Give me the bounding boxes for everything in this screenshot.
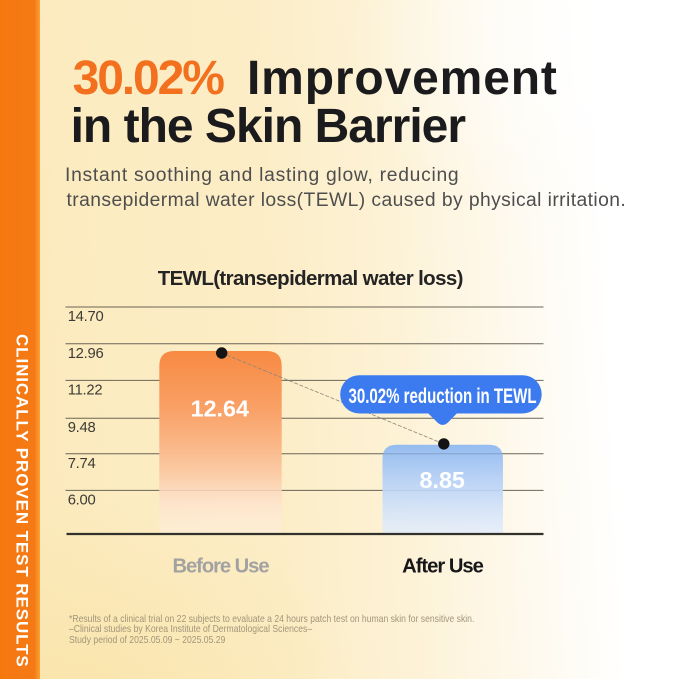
svg-text:12.96: 12.96 xyxy=(68,346,104,362)
svg-text:6.00: 6.00 xyxy=(68,492,96,508)
svg-text:14.70: 14.70 xyxy=(68,309,104,325)
svg-text:TEWL(transepidermal water loss: TEWL(transepidermal water loss) xyxy=(158,267,463,290)
svg-text:12.64: 12.64 xyxy=(191,396,249,422)
svg-text:8.85: 8.85 xyxy=(420,467,465,493)
svg-text:Before Use: Before Use xyxy=(172,555,269,577)
svg-text:30.02% reduction in TEWL: 30.02% reduction in TEWL xyxy=(348,383,536,407)
svg-text:11.22: 11.22 xyxy=(68,383,103,399)
svg-text:9.48: 9.48 xyxy=(68,420,96,436)
svg-text:After Use: After Use xyxy=(402,555,484,577)
svg-text:7.74: 7.74 xyxy=(68,456,96,472)
